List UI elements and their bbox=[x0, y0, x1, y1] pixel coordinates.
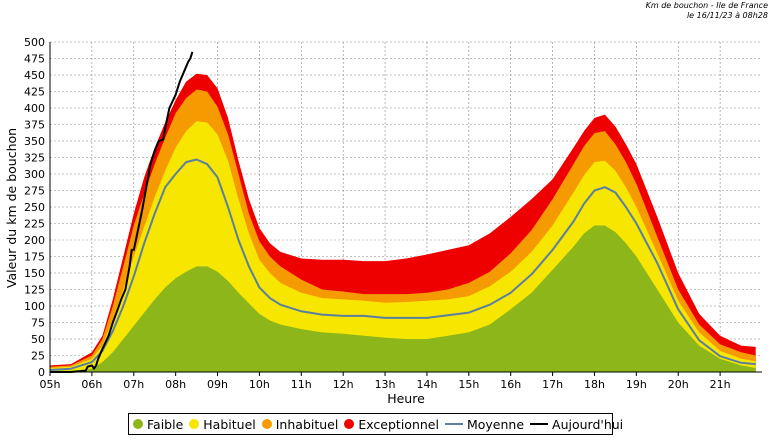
x-tick-label: 13h bbox=[375, 378, 396, 391]
y-tick-label: 175 bbox=[24, 251, 45, 264]
legend-item: Exceptionnel bbox=[344, 417, 439, 432]
legend-item: Inhabituel bbox=[261, 416, 339, 432]
y-axis-title: Valeur du km de bouchon bbox=[4, 128, 19, 288]
y-tick-label: 400 bbox=[24, 102, 45, 115]
x-tick-labels: 05h 06h 07h 08h 09h 10h 11h 12h 13h 14h 15h 16h 17h 1… bbox=[40, 378, 731, 391]
line-moyenne bbox=[49, 158, 756, 371]
y-tick-labels: 0 25 50 75 100 125 150 175 200 225 250 275 300 325 350… bbox=[24, 36, 45, 379]
line-aujourdhui bbox=[50, 51, 194, 373]
y-tick-label: 475 bbox=[24, 53, 45, 66]
y-tick-label: 75 bbox=[31, 317, 45, 330]
y-tick-label: 450 bbox=[24, 69, 45, 82]
x-tick-label: 21h bbox=[710, 378, 731, 391]
legend-label: Exceptionnel bbox=[358, 416, 439, 432]
series-lines bbox=[49, 51, 756, 373]
legend-dot-icon bbox=[189, 419, 200, 429]
y-tick-label: 275 bbox=[24, 185, 45, 198]
x-tick-label: 10h bbox=[249, 378, 270, 391]
x-tick-label: 18h bbox=[584, 378, 605, 391]
x-tick-label: 19h bbox=[626, 378, 647, 391]
x-tick-label: 12h bbox=[333, 378, 354, 391]
legend-item: Moyenne bbox=[444, 416, 525, 432]
legend-item: Faible bbox=[133, 417, 183, 432]
axes bbox=[49, 42, 762, 376]
y-tick-label: 325 bbox=[24, 152, 45, 165]
y-tick-label: 150 bbox=[24, 267, 45, 280]
legend-line-icon bbox=[444, 423, 463, 425]
legend-label: Moyenne bbox=[466, 416, 525, 432]
y-tick-label: 25 bbox=[31, 350, 45, 363]
y-tick-label: 125 bbox=[24, 284, 45, 297]
y-tick-label: 100 bbox=[24, 300, 45, 313]
y-tick-label: 375 bbox=[24, 119, 45, 132]
legend-label: Habituel bbox=[203, 416, 256, 432]
y-tick-label: 500 bbox=[24, 36, 45, 49]
y-tick-label: 200 bbox=[24, 234, 45, 247]
y-tick-label: 250 bbox=[24, 201, 45, 214]
legend-line-icon bbox=[530, 423, 549, 425]
chart-header-title: Km de bouchon - Ile de France bbox=[645, 1, 768, 10]
x-tick-label: 05h bbox=[40, 378, 61, 391]
x-tick-label: 08h bbox=[165, 378, 186, 391]
chart-header-date: le 16/11/23 à 08h28 bbox=[686, 11, 768, 20]
x-tick-label: 11h bbox=[291, 378, 312, 391]
legend-dot-icon bbox=[133, 419, 143, 429]
legend-label: Faible bbox=[147, 416, 184, 432]
area-bands bbox=[50, 73, 756, 372]
x-tick-label: 09h bbox=[207, 378, 228, 391]
x-axis-title: Heure bbox=[387, 391, 425, 406]
y-tick-label: 225 bbox=[24, 218, 45, 231]
legend-label: Inhabituel bbox=[275, 416, 339, 432]
legend-item: Habituel bbox=[189, 416, 256, 432]
y-tick-label: 350 bbox=[24, 135, 45, 148]
y-tick-label: 300 bbox=[24, 168, 45, 181]
x-tick-label: 15h bbox=[458, 378, 479, 391]
legend-dot-icon bbox=[344, 419, 355, 429]
y-tick-label: 50 bbox=[31, 333, 45, 346]
x-tick-label: 16h bbox=[500, 378, 521, 391]
legend-label: Aujourd'hui bbox=[552, 416, 624, 432]
x-tick-label: 07h bbox=[123, 378, 144, 391]
x-tick-label: 20h bbox=[668, 378, 689, 391]
traffic-jam-chart: 0 25 50 75 100 125 150 175 200 225 250 275 300 325 350… bbox=[4, 36, 762, 406]
y-tick-label: 425 bbox=[24, 86, 45, 99]
band-faible bbox=[50, 225, 756, 372]
x-tick-label: 17h bbox=[542, 378, 563, 391]
legend-item: Aujourd'hui bbox=[530, 417, 623, 432]
x-tick-label: 06h bbox=[81, 378, 102, 391]
y-tick-label: 0 bbox=[38, 366, 45, 379]
x-tick-label: 14h bbox=[416, 378, 437, 391]
chart-legend: Faible Habituel Inhabituel Exceptionnel Moye… bbox=[128, 413, 623, 435]
legend-dot-icon bbox=[261, 419, 272, 429]
